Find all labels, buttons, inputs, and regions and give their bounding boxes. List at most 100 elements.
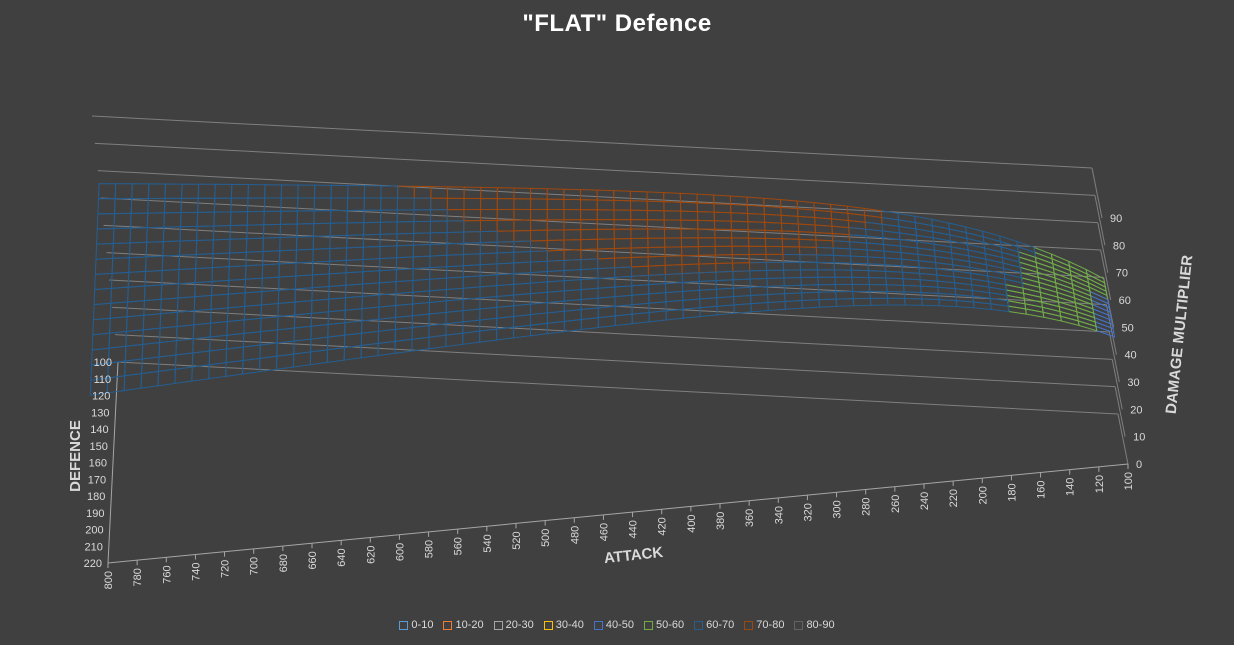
surface-cell [1021,282,1041,293]
surface-cell [295,261,314,277]
surface-cell [696,202,715,213]
surface-cell [983,247,1003,259]
surface-cell [95,242,114,260]
surface-cell [1077,320,1098,332]
surface-cell [180,197,199,214]
surface-cell [196,211,215,227]
surface-cell [412,278,431,293]
surface-cell [596,189,615,201]
surface-cell [412,243,431,258]
surface-cell [731,245,750,256]
surface-cell [346,222,365,236]
surface-cell [496,326,515,341]
surface-cell [378,281,397,296]
surface-cell [698,271,717,283]
surface-cell [130,212,149,229]
attack-tick-label: 100 [1123,472,1135,490]
surface-cell [362,258,381,273]
surface-cell [763,205,782,216]
legend-item: 40-50 [593,619,634,631]
surface-cell [1003,273,1023,284]
surface-cell [665,308,684,321]
surface-cell [513,324,532,339]
surface-cell [730,203,749,215]
surface-cell [345,246,364,261]
surface-cell [380,197,399,211]
surface-cell [346,197,365,211]
surface-cell [783,277,802,287]
surface-cell [749,285,769,297]
surface-cell [679,201,698,213]
legend-label: 30-40 [555,619,584,631]
surface-cell [748,261,768,272]
surface-cell [346,209,365,224]
surface-cell [1088,286,1109,301]
surface-cell [378,293,397,308]
surface-cell [580,258,599,271]
surface-cell [345,271,364,286]
surface-cell [395,268,414,283]
surface-cell [378,269,397,284]
z-tick-label: 60 [1119,295,1131,307]
surface-cell [680,237,699,248]
surface-cell [698,262,717,274]
surface-cell [697,219,716,230]
surface-cell [1068,260,1088,275]
surface-cell [563,269,582,282]
z-gridline-side [1091,167,1103,219]
surface-cell [208,362,227,380]
surface-cell [797,223,817,234]
surface-cell [463,231,481,244]
surface-cell [833,254,852,264]
surface-cell [647,246,666,258]
surface-cell [214,183,233,199]
surface-cell [563,318,582,333]
surface-cell [210,307,229,324]
surface-cell [680,219,699,230]
attack-tick-label: 180 [1006,483,1018,501]
surface-cell [780,222,800,233]
surface-cell [429,277,448,292]
surface-cell [379,257,398,272]
surface-cell [293,312,313,329]
surface-cell [903,284,922,294]
surface-cell [396,244,414,259]
surface-cell [209,320,228,338]
surface-cell [530,229,548,242]
surface-cell [462,253,481,267]
surface-cell [1017,251,1037,264]
defence-axis-line [107,361,119,564]
attack-tick-label: 720 [220,560,232,578]
surface-cell [563,188,582,201]
surface-cell [277,314,296,331]
surface-cell [747,229,766,239]
surface-cell [496,283,515,298]
surface-cell [396,221,415,235]
surface-cell [530,250,548,263]
surface-cell [312,235,331,250]
surface-cell [293,325,312,342]
surface-cell [781,246,801,256]
surface-cell [1087,277,1107,293]
surface-cell [780,214,799,225]
surface-cell [798,246,818,256]
surface-cell [260,289,280,306]
z-tick-label: 70 [1116,268,1128,280]
surface-cell [360,342,379,359]
surface-cell [596,228,615,240]
surface-cell [396,232,415,247]
surface-cell [446,220,465,233]
z-tick-label: 50 [1122,322,1134,334]
surface-cell [1022,287,1042,298]
surface-cell [211,252,231,269]
surface-cell [647,228,666,239]
attack-tick-label: 700 [249,557,261,575]
surface-cell [1089,290,1110,305]
surface-cell [264,184,283,199]
surface-cell [546,249,565,262]
surface-cell [990,303,1010,313]
surface-cell [868,283,888,293]
surface-cell [799,269,819,279]
surface-cell [799,261,818,271]
